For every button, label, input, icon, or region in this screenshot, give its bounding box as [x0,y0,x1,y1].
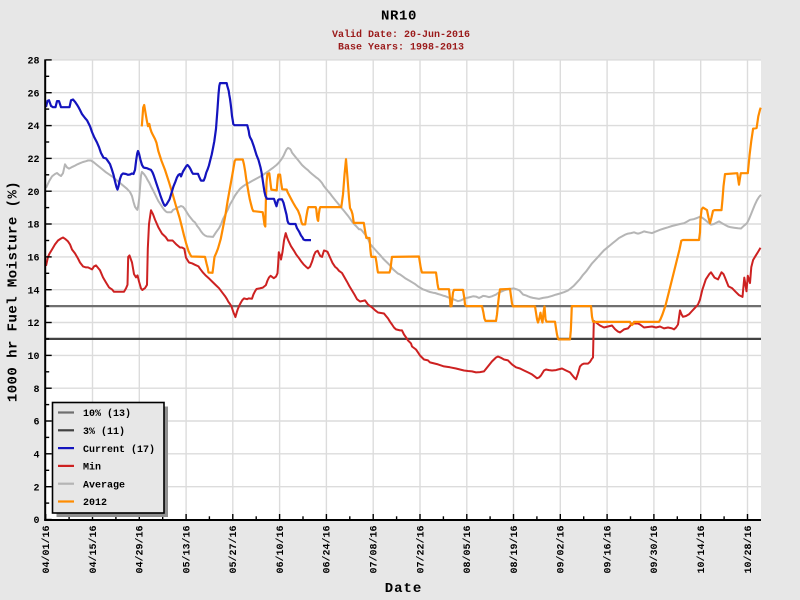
svg-text:09/30/16: 09/30/16 [649,525,661,573]
svg-text:05/13/16: 05/13/16 [181,525,193,573]
svg-text:4: 4 [33,450,39,461]
svg-text:6: 6 [33,418,39,429]
svg-text:04/01/16: 04/01/16 [41,525,53,573]
svg-text:09/16/16: 09/16/16 [602,525,614,573]
svg-text:Valid Date: 20-Jun-2016: Valid Date: 20-Jun-2016 [332,29,470,41]
svg-text:09/02/16: 09/02/16 [556,525,568,573]
svg-text:08/05/16: 08/05/16 [462,525,474,573]
svg-text:28: 28 [27,57,39,68]
svg-text:10/14/16: 10/14/16 [696,525,708,573]
svg-text:Average: Average [83,480,125,491]
svg-text:04/15/16: 04/15/16 [88,525,100,573]
svg-text:26: 26 [27,89,39,100]
svg-text:12: 12 [27,319,39,330]
svg-text:Date: Date [385,581,423,597]
svg-text:18: 18 [27,221,39,232]
svg-text:1000 hr Fuel Moisture (%): 1000 hr Fuel Moisture (%) [6,181,22,402]
svg-text:08/19/16: 08/19/16 [509,525,521,573]
svg-text:0: 0 [33,516,39,527]
svg-text:2012: 2012 [83,498,107,509]
svg-text:10/28/16: 10/28/16 [743,525,755,573]
svg-text:10% (13): 10% (13) [83,408,131,420]
svg-text:14: 14 [27,286,39,297]
svg-text:06/24/16: 06/24/16 [322,525,334,573]
svg-text:Min: Min [83,462,101,474]
svg-text:NR10: NR10 [381,9,417,25]
svg-text:10: 10 [27,352,39,363]
svg-text:16: 16 [27,254,39,265]
svg-text:05/27/16: 05/27/16 [228,525,240,573]
svg-text:3% (11): 3% (11) [83,426,125,438]
svg-text:04/29/16: 04/29/16 [135,525,147,573]
svg-text:2: 2 [33,483,39,494]
svg-text:Current (17): Current (17) [83,444,155,456]
svg-text:07/22/16: 07/22/16 [415,525,427,573]
svg-text:22: 22 [27,155,39,166]
svg-text:24: 24 [27,122,39,133]
svg-text:06/10/16: 06/10/16 [275,525,287,573]
svg-text:8: 8 [33,385,39,396]
svg-text:Base Years: 1998-2013: Base Years: 1998-2013 [338,43,464,54]
svg-text:07/08/16: 07/08/16 [369,525,381,573]
svg-text:20: 20 [27,188,39,199]
